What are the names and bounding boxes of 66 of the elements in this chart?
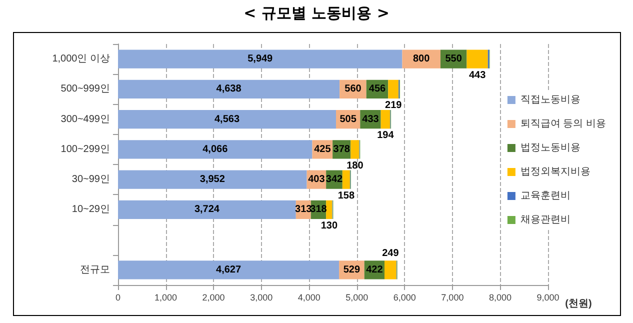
- x-tick-label: 0: [115, 292, 121, 302]
- chart-title: < 규모별 노동비용 >: [242, 4, 390, 23]
- bar: [384, 260, 396, 280]
- data-label: 5,949: [248, 54, 274, 65]
- data-label: 422: [366, 264, 384, 276]
- y-tick-label: 100~299인: [60, 144, 110, 155]
- x-tick-label: 5,000: [346, 292, 368, 302]
- legend-label: 직접노동비용: [520, 94, 580, 106]
- x-tick-label: 3,000: [250, 292, 273, 302]
- bar: [118, 110, 336, 129]
- data-label: 158: [338, 190, 355, 202]
- bar: [350, 140, 360, 159]
- y-tick-label: 30~99인: [72, 174, 110, 186]
- x-tick-label: 8,000: [488, 292, 512, 302]
- legend-label: 교육훈련비: [520, 190, 570, 202]
- y-tick-label: 전규모: [80, 264, 110, 276]
- data-label: 560: [344, 84, 362, 95]
- bar: [118, 80, 340, 99]
- data-label: 378: [333, 144, 350, 155]
- bar: [402, 50, 440, 68]
- data-label: 550: [445, 54, 462, 65]
- data-label: 3,724: [194, 204, 220, 216]
- bar: [380, 110, 390, 129]
- y-tick-label: 1,000인 이상: [52, 54, 110, 65]
- data-label: 425: [314, 144, 332, 155]
- legend-label: 퇴직급여 등의 비용: [520, 118, 606, 130]
- bar: [326, 200, 332, 220]
- y-tick-label: 300~499인: [60, 114, 110, 125]
- data-label: 800: [412, 54, 430, 65]
- data-label: 529: [343, 264, 360, 276]
- data-label: 4,638: [216, 84, 242, 95]
- bar: [118, 140, 312, 159]
- data-label: 180: [346, 160, 364, 172]
- x-axis-title: (천원): [565, 298, 592, 310]
- data-label: 4,627: [216, 264, 242, 276]
- x-tick-label: 2,000: [202, 292, 225, 302]
- x-tick-label: 6,000: [393, 292, 416, 302]
- data-label: 4,563: [214, 114, 240, 125]
- x-tick-label: 7,000: [441, 292, 464, 302]
- data-label: 443: [468, 70, 486, 81]
- legend-label: 법정노동비용: [520, 142, 580, 154]
- bar: [118, 200, 296, 220]
- data-label: 130: [320, 220, 338, 232]
- bar: [118, 50, 402, 68]
- bar: [388, 80, 399, 99]
- legend-label: 채용관련비: [520, 214, 570, 226]
- data-label: 433: [362, 114, 380, 125]
- data-label: 403: [308, 174, 326, 186]
- legend-label: 법정외복지비용: [520, 166, 590, 178]
- data-label: 456: [368, 84, 386, 95]
- data-label: 249: [382, 248, 400, 260]
- y-tick-label: 10~29인: [72, 204, 110, 216]
- bar: [118, 260, 340, 280]
- bar: [466, 50, 488, 68]
- x-tick-label: 9,000: [536, 292, 560, 302]
- x-tick-label: 1,000: [154, 292, 178, 302]
- bar: [118, 170, 307, 189]
- x-tick-label: 4,000: [298, 292, 320, 302]
- data-label: 3,952: [200, 174, 226, 186]
- data-label: 4,066: [202, 144, 228, 155]
- data-label: 219: [385, 100, 402, 112]
- y-tick-label: 500~999인: [60, 84, 110, 95]
- bar: [342, 170, 350, 189]
- data-label: 194: [377, 130, 394, 142]
- data-label: 505: [340, 114, 357, 125]
- data-label: 342: [326, 174, 344, 186]
